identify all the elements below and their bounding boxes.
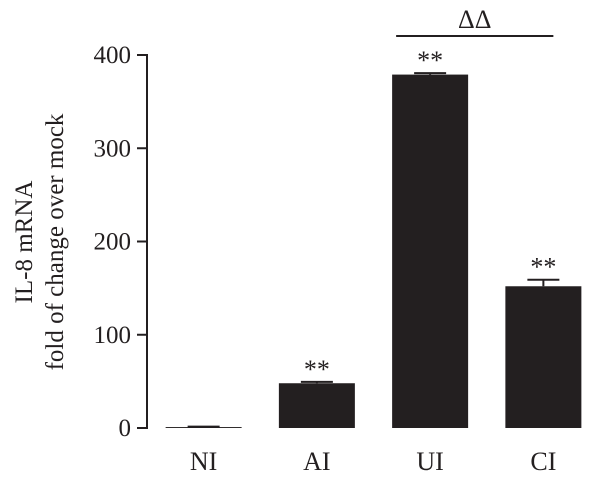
x-tick-label-ni: NI bbox=[190, 447, 217, 476]
y-tick-label: 200 bbox=[94, 229, 132, 256]
y-tick-label: 0 bbox=[119, 415, 132, 442]
significance-ai: ** bbox=[304, 355, 330, 384]
y-tick-label: 300 bbox=[94, 135, 132, 162]
y-tick-label: 100 bbox=[94, 322, 132, 349]
bar-ui bbox=[392, 74, 469, 429]
y-ticks: 0 100 200 300 400 bbox=[94, 42, 147, 442]
x-tick-label-ui: UI bbox=[416, 447, 443, 476]
bars: NI ** AI ** UI ** CI bbox=[165, 46, 582, 476]
significance-ui: ** bbox=[417, 46, 443, 75]
significance-ci: ** bbox=[530, 253, 556, 282]
significance-bracket: ΔΔ bbox=[396, 5, 554, 37]
bracket-label: ΔΔ bbox=[458, 5, 491, 34]
y-axis-label-line1: IL-8 mRNA bbox=[11, 181, 38, 304]
y-axis-label-line2: fold of change over mock bbox=[42, 113, 69, 370]
bar-ci bbox=[505, 286, 582, 428]
x-tick-label-ai: AI bbox=[303, 447, 330, 476]
y-tick-label: 400 bbox=[94, 42, 132, 69]
x-tick-label-ci: CI bbox=[530, 447, 556, 476]
bar-ai bbox=[278, 383, 355, 428]
